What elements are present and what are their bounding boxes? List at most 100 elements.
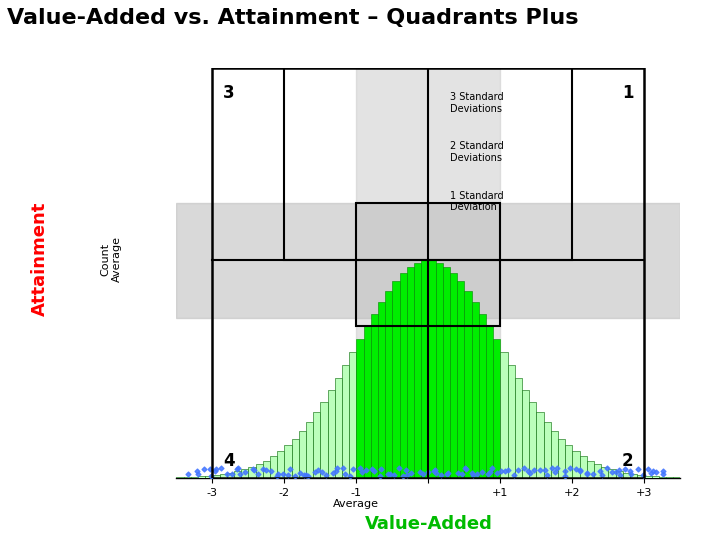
Bar — [356, 339, 364, 478]
Bar — [335, 378, 342, 478]
Point — [247, 464, 258, 473]
Bar — [184, 477, 191, 478]
Bar — [565, 446, 572, 478]
Point — [320, 470, 331, 479]
Point — [486, 464, 498, 472]
Bar — [536, 413, 544, 478]
Point — [429, 465, 441, 474]
Point — [574, 465, 585, 474]
Bar — [594, 464, 601, 478]
Point — [643, 465, 654, 474]
Text: 1 Standard
Deviation: 1 Standard Deviation — [450, 191, 503, 212]
Bar — [529, 402, 536, 478]
Bar — [313, 413, 320, 478]
Point — [606, 468, 618, 476]
Point — [384, 469, 396, 478]
Point — [601, 464, 613, 473]
Bar — [378, 301, 385, 478]
Point — [294, 469, 306, 477]
Point — [625, 470, 636, 478]
Bar — [414, 262, 421, 478]
Bar — [385, 291, 392, 478]
Bar — [551, 431, 558, 478]
Point — [298, 471, 310, 480]
Point — [518, 464, 530, 472]
Bar — [205, 476, 212, 478]
Bar — [515, 378, 522, 478]
Bar — [270, 456, 277, 478]
Point — [231, 464, 243, 473]
Bar — [212, 68, 644, 478]
Point — [657, 469, 669, 478]
Bar — [364, 326, 371, 478]
Point — [559, 467, 571, 475]
Point — [525, 469, 536, 478]
Point — [637, 470, 649, 479]
Point — [205, 471, 217, 480]
Point — [467, 471, 479, 480]
Point — [611, 468, 622, 476]
Point — [401, 471, 413, 480]
Point — [595, 467, 606, 475]
Bar — [371, 314, 378, 478]
Point — [289, 471, 300, 480]
Bar — [227, 473, 234, 478]
Point — [327, 469, 338, 477]
Point — [482, 469, 494, 478]
Point — [330, 467, 342, 475]
Point — [539, 466, 551, 475]
Point — [317, 468, 328, 477]
Bar — [428, 260, 436, 478]
Point — [596, 471, 608, 480]
Point — [361, 465, 372, 474]
Point — [650, 467, 662, 476]
Bar — [608, 469, 616, 478]
Point — [559, 471, 570, 480]
Bar — [356, 68, 500, 478]
Point — [382, 469, 394, 478]
Bar — [248, 467, 256, 478]
Point — [182, 470, 194, 478]
Point — [394, 464, 405, 472]
Point — [534, 465, 546, 474]
Point — [192, 470, 204, 479]
Point — [348, 465, 359, 474]
Bar — [644, 476, 652, 478]
Point — [582, 470, 593, 478]
Bar — [176, 477, 184, 478]
Bar — [176, 203, 680, 318]
Bar — [198, 476, 205, 478]
Point — [226, 470, 238, 479]
Bar — [256, 464, 263, 478]
Bar — [500, 353, 508, 478]
Bar — [241, 469, 248, 478]
Bar — [407, 267, 414, 478]
Point — [512, 465, 523, 474]
Bar — [356, 203, 500, 326]
Point — [460, 465, 472, 474]
Point — [574, 467, 585, 475]
Bar — [486, 326, 493, 478]
Point — [356, 468, 367, 476]
Bar — [299, 431, 306, 478]
Point — [232, 464, 243, 472]
Bar — [191, 477, 198, 478]
Point — [204, 464, 216, 473]
Bar — [328, 390, 335, 478]
Bar — [558, 438, 565, 478]
Bar — [616, 471, 623, 478]
Bar — [263, 461, 270, 478]
Bar — [320, 402, 328, 478]
Bar — [580, 456, 587, 478]
Point — [248, 465, 259, 474]
Bar — [601, 467, 608, 478]
Point — [302, 471, 314, 480]
Point — [199, 465, 210, 474]
Point — [499, 467, 510, 475]
Point — [234, 470, 246, 478]
Point — [508, 471, 519, 480]
Text: 2: 2 — [622, 451, 634, 470]
Point — [414, 468, 426, 477]
Point — [528, 466, 540, 475]
Bar — [522, 390, 529, 478]
